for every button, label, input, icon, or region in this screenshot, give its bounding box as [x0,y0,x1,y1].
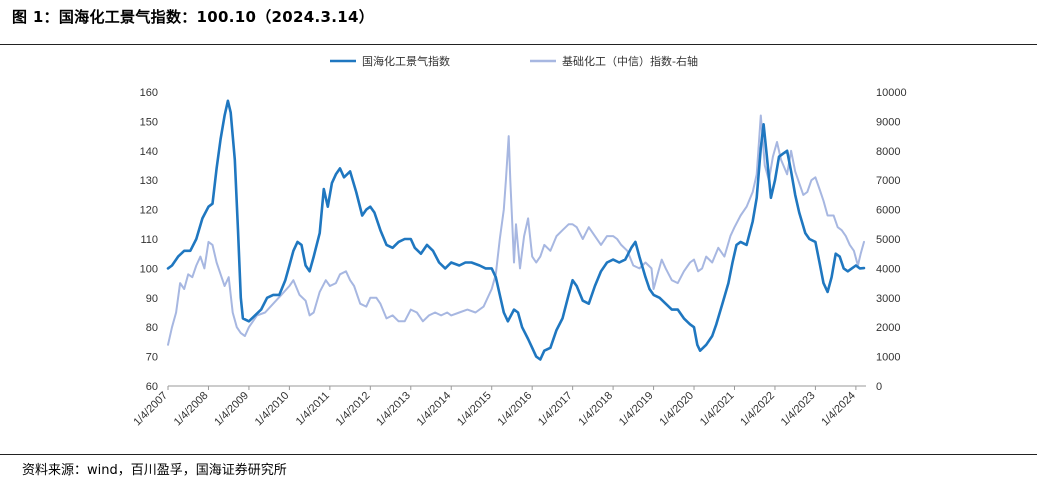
y-left-tick-label: 130 [140,175,158,187]
y-right-tick-label: 3000 [876,293,900,305]
x-tick-label: 1/4/2013 [374,390,413,429]
x-tick-label: 1/4/2024 [819,390,858,429]
x-tick-label: 1/4/2022 [738,390,777,429]
x-tick-label: 1/4/2018 [576,390,615,429]
y-left-tick-label: 70 [146,352,158,364]
y-right-tick-label: 4000 [876,263,900,275]
y-left-tick-label: 140 [140,146,158,158]
x-tick-label: 1/4/2021 [698,390,737,429]
x-tick-label: 1/4/2019 [617,390,656,429]
y-left-tick-label: 110 [140,234,158,246]
x-tick-label: 1/4/2015 [455,390,494,429]
line-chart: 国海化工景气指数 基础化工（中信）指数-右轴 60 70 80 90 100 110 120 1… [131,54,907,429]
x-tick-label: 1/4/2009 [212,390,251,429]
y-left-tick-label: 80 [146,322,158,334]
series-line-chemical-index [167,114,865,346]
figure-title: 图 1：国海化工景气指数：100.10（2024.3.14） [12,8,374,26]
x-tick-label: 1/4/2020 [657,390,696,429]
y-right-tick-label: 8000 [876,146,900,158]
x-tick-label: 1/4/2023 [779,390,818,429]
x-tick-label: 1/4/2017 [536,390,575,429]
x-tick-label: 1/4/2007 [131,390,170,429]
top-rule [0,44,1037,45]
y-left-tick-label: 120 [140,205,158,217]
y-right-tick-label: 0 [876,381,882,393]
legend-label: 国海化工景气指数 [362,54,450,68]
x-tick-label: 1/4/2008 [172,390,211,429]
y-right-tick-label: 7000 [876,175,900,187]
y-right-tick-label: 2000 [876,322,900,334]
y-right-tick-label: 9000 [876,116,900,128]
x-tick-label: 1/4/2012 [334,390,373,429]
y-right-tick-label: 10000 [876,87,907,99]
y-left-tick-label: 150 [140,116,158,128]
bottom-rule [0,454,1037,455]
x-tick-label: 1/4/2014 [415,390,454,429]
y-right-tick-label: 6000 [876,205,900,217]
series-layer [166,99,866,361]
y-left-tick-label: 60 [146,381,158,393]
x-tick-label: 1/4/2010 [253,390,292,429]
x-tick-label: 1/4/2011 [294,390,332,428]
legend-label: 基础化工（中信）指数-右轴 [562,54,698,68]
y-left-tick-label: 100 [140,263,158,275]
series-line-prosperity-index [166,99,866,361]
legend: 国海化工景气指数 基础化工（中信）指数-右轴 [330,54,698,68]
source-note: 资料来源：wind，百川盈孚，国海证券研究所 [22,463,287,478]
y-left-tick-label: 90 [146,293,158,305]
y-right-tick-label: 5000 [876,234,900,246]
y-right-tick-label: 1000 [876,352,900,364]
x-tick-label: 1/4/2016 [496,390,535,429]
y-left-tick-label: 160 [140,87,158,99]
